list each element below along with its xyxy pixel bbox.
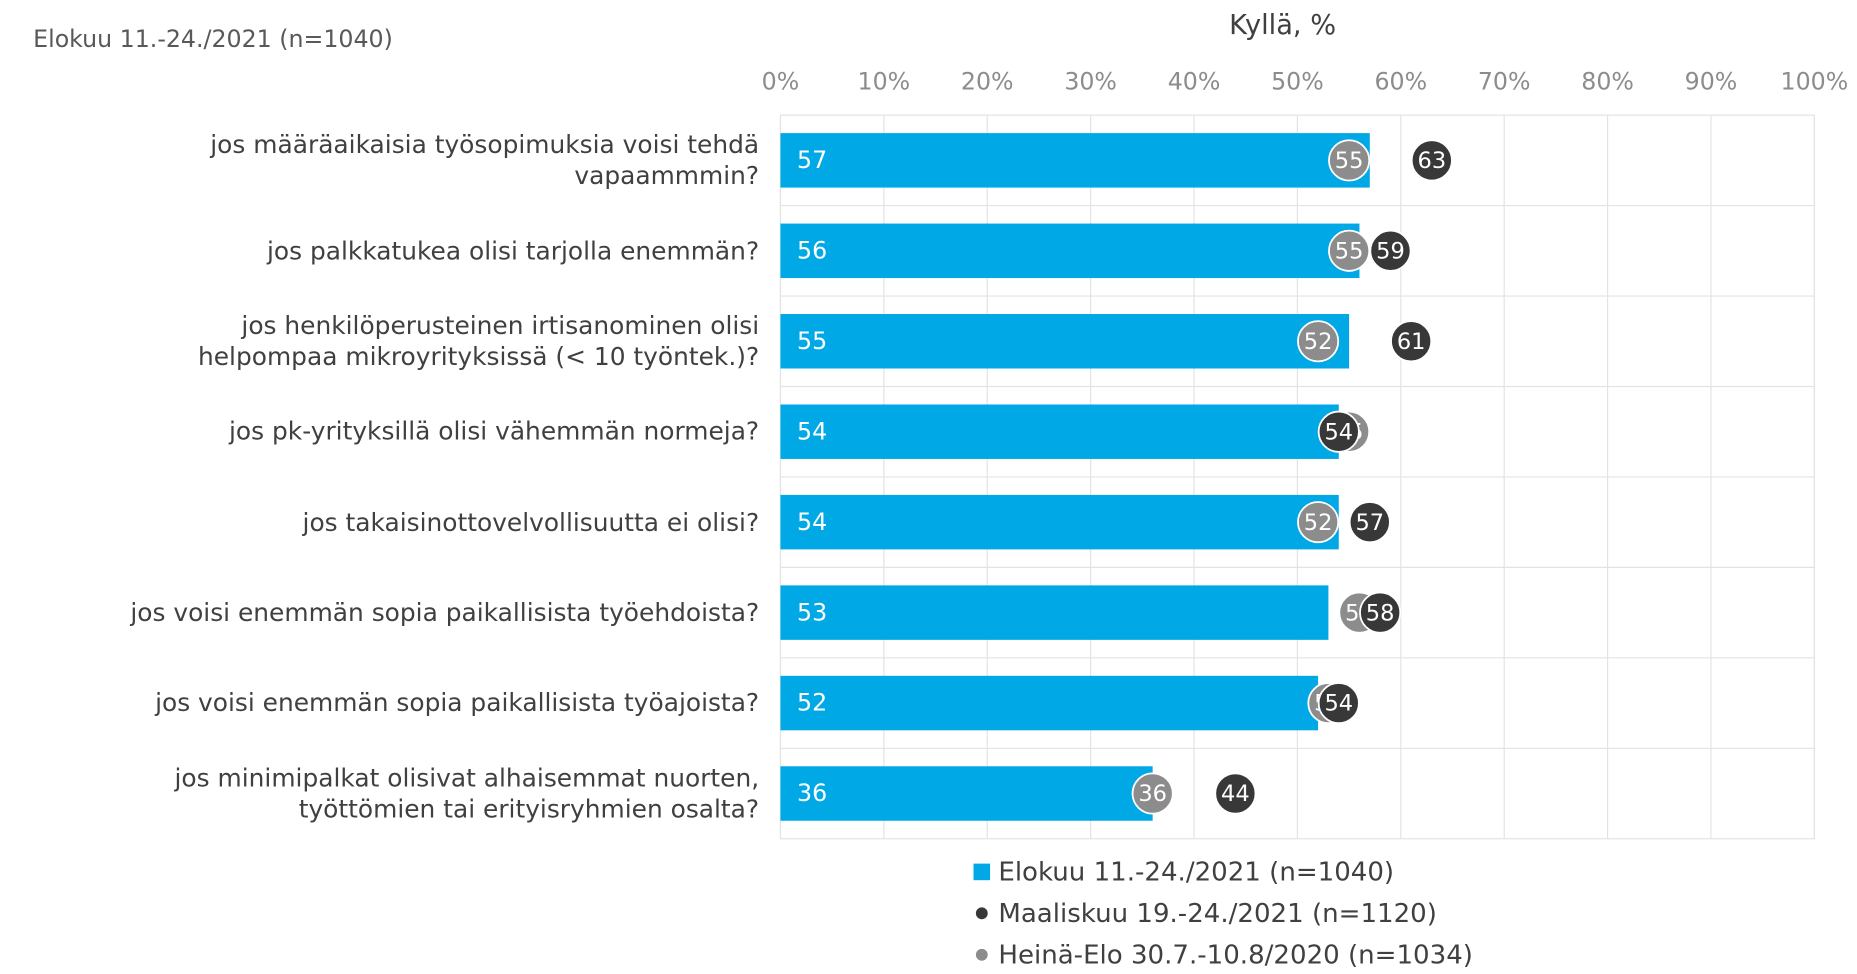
dot: [1214, 772, 1257, 815]
bar: [780, 404, 1339, 459]
bar-value-label: 56: [797, 236, 827, 264]
category-label-box: jos takaisinottovelvollisuutta ei olisi?: [302, 507, 760, 537]
x-tick-label: 20%: [961, 68, 1014, 96]
legend-swatch: [975, 948, 988, 961]
category-label-box: jos voisi enemmän sopia paikallisista ty…: [155, 688, 760, 718]
dot-value-label: 36: [1138, 781, 1167, 807]
legend-label: Heinä-Elo 30.7.-10.8/2020 (n=1034): [998, 940, 1473, 970]
category-label: jos määräaikaisia työsopimuksia voisi te…: [210, 130, 760, 190]
bar: [780, 223, 1360, 279]
subtitle: Elokuu 11.-24./2021 (n=1040): [33, 25, 393, 53]
x-tick-label: 80%: [1581, 68, 1634, 96]
category-label-box: jos minimipalkat olisivat alhaisemmat nu…: [174, 763, 760, 824]
bar: [780, 494, 1339, 550]
category-label: jos henkilöperusteinen irtisanominen oli…: [197, 311, 760, 371]
dot-value-label: 52: [1304, 510, 1333, 536]
category-label-box: jos palkkatukea olisi tarjolla enemmän?: [266, 236, 760, 266]
dot: [1317, 682, 1360, 725]
x-tick-label: 70%: [1478, 68, 1531, 96]
category-label: jos voisi enemmän sopia paikallisista ty…: [155, 688, 760, 718]
bar-value-label: 53: [797, 598, 827, 626]
dot: [1328, 139, 1371, 182]
dot-value-label: 61: [1397, 329, 1426, 355]
x-tick-label: 30%: [1064, 68, 1117, 96]
dot: [1410, 139, 1453, 182]
bar: [780, 766, 1153, 821]
dot: [1131, 772, 1174, 815]
bar-value-label: 54: [797, 508, 827, 536]
bar-value-label: 36: [797, 779, 827, 807]
x-tick-label: 90%: [1685, 68, 1738, 96]
bar: [780, 585, 1329, 640]
x-tick-label: 0%: [762, 68, 800, 96]
legend-swatch: [973, 863, 991, 881]
category-label: jos takaisinottovelvollisuutta ei olisi?: [302, 507, 760, 537]
category-label: jos pk-yrityksillä olisi vähemmän normej…: [229, 417, 760, 446]
dot: [1369, 229, 1412, 272]
category-label: jos voisi enemmän sopia paikallisista ty…: [130, 598, 760, 627]
bar-value-label: 57: [797, 146, 827, 174]
x-tick-label: 40%: [1168, 68, 1221, 96]
legend-label: Elokuu 11.-24./2021 (n=1040): [998, 858, 1394, 888]
category-label-box: jos pk-yrityksillä olisi vähemmän normej…: [229, 417, 760, 446]
dot-value-label: 59: [1376, 238, 1405, 264]
bar: [780, 314, 1350, 369]
x-tick-label: 50%: [1271, 68, 1324, 96]
bar-value-label: 54: [797, 417, 827, 445]
bar-value-label: 52: [797, 689, 827, 717]
bar: [780, 133, 1370, 188]
category-label-box: jos voisi enemmän sopia paikallisista ty…: [130, 598, 760, 627]
dot: [1297, 501, 1340, 544]
dot-value-label: 58: [1366, 600, 1395, 626]
axis-title: Kyllä, %: [1229, 10, 1336, 41]
dot-value-label: 55: [1335, 238, 1364, 264]
dot: [1328, 229, 1371, 272]
dot-value-label: 54: [1324, 691, 1353, 717]
category-label: jos minimipalkat olisivat alhaisemmat nu…: [174, 763, 760, 824]
category-label-box: jos määräaikaisia työsopimuksia voisi te…: [210, 130, 760, 190]
dot: [1317, 410, 1360, 453]
legend-label: Maaliskuu 19.-24./2021 (n=1120): [998, 899, 1437, 929]
bar: [780, 675, 1319, 731]
legend-swatch: [975, 907, 988, 920]
dot-value-label: 52: [1304, 329, 1333, 355]
dot: [1390, 320, 1433, 363]
category-label: jos palkkatukea olisi tarjolla enemmän?: [266, 236, 760, 266]
dot: [1348, 501, 1391, 544]
dot-value-label: 55: [1335, 148, 1364, 174]
dot-value-label: 57: [1355, 510, 1384, 536]
dot-value-label: 63: [1418, 148, 1447, 174]
dot-value-label: 54: [1324, 419, 1353, 445]
bar-value-label: 55: [797, 327, 827, 355]
x-tick-label: 10%: [858, 68, 911, 96]
dot-value-label: 44: [1221, 781, 1250, 807]
x-tick-label: 100%: [1781, 68, 1849, 96]
dot: [1359, 591, 1402, 634]
dot: [1297, 320, 1340, 363]
x-tick-label: 60%: [1374, 68, 1427, 96]
category-label-box: jos henkilöperusteinen irtisanominen oli…: [197, 311, 760, 371]
